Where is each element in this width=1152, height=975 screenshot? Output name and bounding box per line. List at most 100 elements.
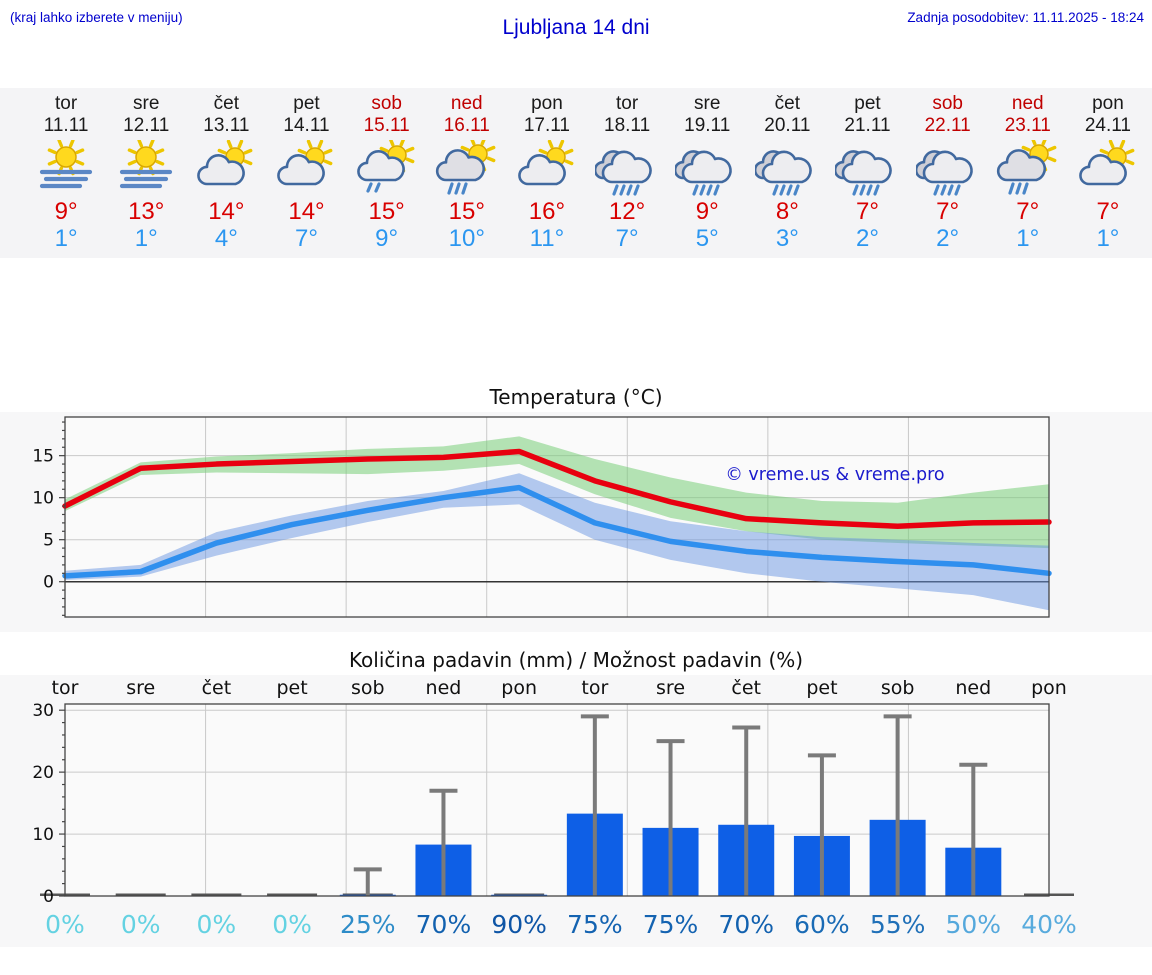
day-max-temp: 7° [856, 198, 879, 225]
precip-day-label: sob [350, 677, 385, 699]
weather-icon-sun-rain [996, 140, 1057, 195]
precip-probability-label: 75% [642, 910, 699, 939]
day-min-temp: 7° [295, 225, 318, 252]
day-min-temp: 7° [615, 225, 639, 252]
day-min-temp: 9° [375, 225, 399, 252]
precip-probability-label: 50% [945, 910, 1002, 939]
forecast-day-strip: tor 11.11 9° 1° sre 12.11 13° 1° čet 13.11 14° 4° pe… [0, 88, 1152, 258]
day-name: čet [213, 93, 240, 114]
precip-probability-label: 0% [120, 910, 161, 939]
page-title: Ljubljana 14 dni [502, 16, 650, 39]
day-name: ned [450, 93, 483, 114]
day-min-temp: 2° [936, 225, 960, 252]
day-column: tor 11.11 9° 1° [26, 88, 106, 258]
precip-day-label-row: tor sre čet pet sob ned pon tor sre čet pet sob ned p… [0, 675, 1152, 700]
day-column: ned 23.11 7° 1° [988, 88, 1068, 258]
precip-day-label: pon [501, 677, 537, 699]
weather-icon-fog-sun [120, 140, 173, 189]
precip-probability-label: 55% [869, 910, 926, 939]
last-update-text: Zadnja posodobitev: 11.11.2025 - 18:24 [907, 10, 1144, 25]
svg-text:10: 10 [32, 489, 54, 509]
day-max-temp: 15° [368, 198, 405, 225]
precip-probability-label: 40% [1021, 910, 1077, 939]
day-date: 16.11 [443, 115, 490, 136]
day-name: pet [854, 93, 881, 114]
page-header: (kraj lahko izberete v meniju) Ljubljana… [0, 0, 1152, 46]
weather-icon-partly-cloudy [518, 140, 574, 186]
day-column: sob 15.11 15° 9° [347, 88, 427, 258]
precip-day-label: čet [731, 677, 762, 699]
day-date: 12.11 [123, 115, 170, 136]
day-name: sob [371, 93, 402, 114]
day-column: ned 16.11 15° 10° [427, 88, 507, 258]
weather-icon-rain [755, 150, 813, 196]
day-name: tor [615, 93, 639, 114]
svg-text:0: 0 [43, 573, 54, 593]
day-date: 23.11 [1004, 115, 1051, 136]
day-name: pet [293, 93, 320, 114]
svg-text:5: 5 [43, 531, 54, 551]
precip-day-label: čet [201, 677, 232, 699]
precip-day-label: tor [581, 677, 609, 699]
day-min-temp: 1° [134, 225, 158, 252]
day-max-temp: 7° [936, 198, 960, 225]
day-date: 13.11 [203, 115, 250, 136]
day-min-temp: 4° [214, 225, 238, 252]
day-column: sre 12.11 13° 1° [106, 88, 186, 258]
weather-icon-fog-sun [39, 140, 93, 189]
day-column: pon 24.11 7° 1° [1068, 88, 1148, 258]
precip-day-label: tor [51, 677, 79, 699]
precipitation-chart: 0 10 20 30 [32, 701, 1074, 905]
day-max-temp: 12° [608, 198, 646, 225]
day-max-temp: 15° [448, 198, 485, 225]
day-date: 14.11 [283, 115, 330, 136]
weather-icon-sun-light-rain [356, 140, 415, 193]
weather-icon-rain [835, 150, 893, 196]
precip-probability-label: 25% [339, 910, 396, 939]
day-name: tor [54, 93, 78, 114]
precip-day-label: sob [880, 677, 915, 699]
precip-day-label: pet [276, 677, 308, 699]
watermark: © vreme.us & vreme.pro [725, 465, 944, 485]
temperature-chart: 0 5 10 15 © vreme.us & vreme.pro [32, 416, 1052, 618]
precip-day-label: ned [425, 677, 462, 699]
precip-probability-row: 0% 0% 0% 0% 25% 70% 90% 75% 75% 70% 60% 55% 50% 40% [0, 905, 1152, 947]
svg-text:15: 15 [32, 447, 54, 467]
day-max-temp: 7° [1016, 198, 1040, 225]
day-min-temp: 1° [1096, 225, 1120, 252]
day-min-temp: 3° [775, 225, 799, 252]
day-max-temp: 9° [695, 198, 719, 225]
day-name: sre [694, 93, 721, 114]
precip-day-label: sre [656, 677, 686, 699]
weather-icon-rain [915, 150, 973, 196]
day-name: ned [1011, 93, 1044, 114]
precip-probability-label: 0% [272, 910, 312, 939]
svg-text:20: 20 [32, 763, 54, 783]
svg-text:30: 30 [32, 701, 54, 721]
day-date: 18.11 [604, 115, 651, 136]
day-date: 20.11 [764, 115, 811, 136]
precip-day-label: pet [806, 677, 838, 699]
day-max-temp: 9° [54, 198, 78, 225]
weather-icon-partly-cloudy [197, 140, 253, 186]
svg-text:10: 10 [32, 825, 54, 845]
day-min-temp: 1° [1016, 225, 1040, 252]
day-column: čet 20.11 8° 3° [747, 88, 827, 258]
day-max-temp: 13° [128, 198, 165, 225]
day-min-temp: 11° [529, 225, 565, 252]
day-date: 17.11 [523, 115, 570, 136]
day-date: 11.11 [43, 115, 89, 136]
day-max-temp: 16° [528, 198, 566, 225]
menu-hint-link[interactable]: (kraj lahko izberete v meniju) [10, 10, 183, 25]
day-date: 24.11 [1084, 115, 1131, 136]
day-name: sre [133, 93, 160, 114]
precip-day-label: pon [1031, 677, 1067, 699]
day-min-temp: 2° [856, 225, 879, 252]
day-column: pet 14.11 14° 7° [266, 88, 346, 258]
day-date: 15.11 [363, 115, 410, 136]
precip-day-label: ned [955, 677, 992, 699]
day-column: čet 13.11 14° 4° [186, 88, 266, 258]
day-max-temp: 14° [208, 198, 245, 225]
day-min-temp: 10° [448, 225, 485, 252]
precip-probability-label: 0% [196, 910, 237, 939]
